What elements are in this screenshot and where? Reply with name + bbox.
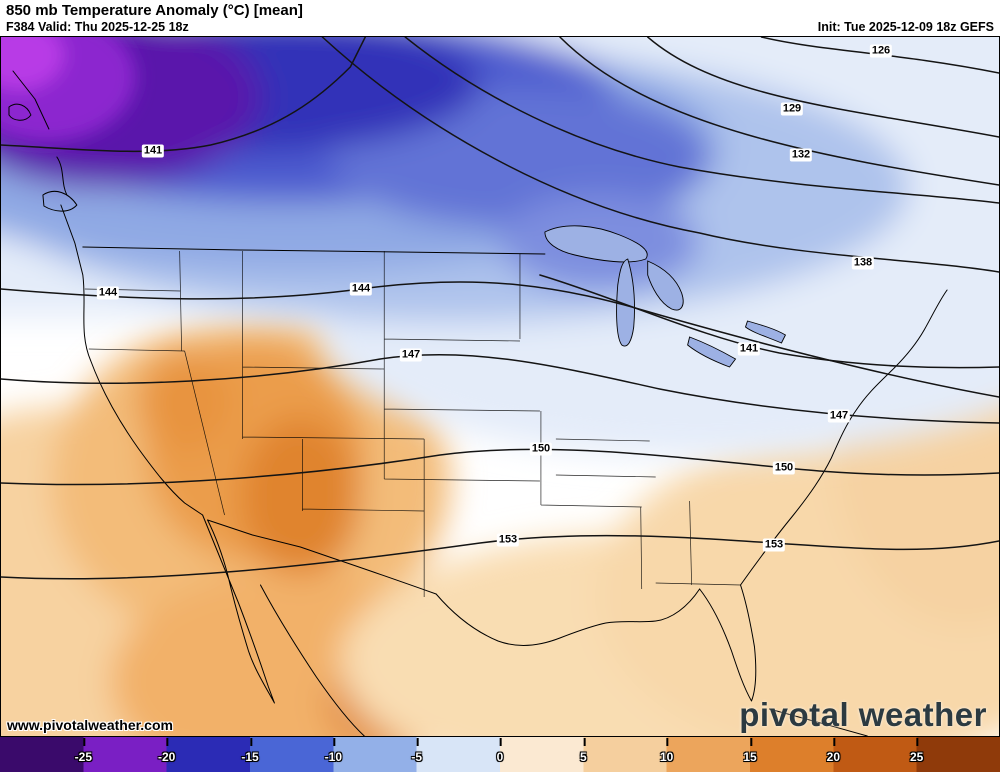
state-borders [84, 250, 741, 597]
watermark-url: www.pivotalweather.com [7, 717, 173, 733]
colorbar-tick: -20 [157, 738, 176, 764]
coastlines-layer [8, 70, 948, 736]
map-canvas [1, 37, 999, 736]
header: 850 mb Temperature Anomaly (°C) [mean] F… [0, 0, 1000, 36]
pivotal-weather-logo: pivotal weather [739, 696, 987, 733]
contour-label: 141 [141, 144, 165, 158]
colorbar-tick: 15 [743, 738, 757, 764]
contour-label: 132 [789, 148, 813, 162]
contour-label: 144 [349, 282, 373, 296]
great-lakes [544, 225, 787, 368]
contour-label: 150 [772, 461, 796, 475]
contour-label: 147 [827, 409, 851, 423]
colorbar-tick: 5 [579, 738, 587, 764]
contour-label: 144 [96, 286, 120, 300]
contour-label: 153 [762, 538, 786, 552]
colorbar-tick: 20 [826, 738, 841, 764]
colorbar-wrap: -25 -20 -15 -10 -5 0 5 10 15 20 25 [0, 737, 1000, 772]
colorbar-tick: 0 [496, 738, 504, 764]
contour-label: 147 [399, 348, 423, 362]
contour-label: 141 [737, 342, 761, 356]
contour-label: 150 [529, 442, 553, 456]
colorbar-tick: -25 [74, 738, 92, 764]
colorbar-tick: 25 [909, 738, 924, 764]
cold-anomaly-core [1, 37, 136, 142]
forecast-valid-label: F384 Valid: Thu 2025-12-25 18z [6, 20, 189, 34]
contour-label: 129 [780, 102, 804, 116]
contour-label: 126 [869, 44, 893, 58]
anomaly-map: 141 144 144 147 150 153 126 129 132 138 … [0, 36, 1000, 737]
model-init-label: Init: Tue 2025-12-09 18z GEFS [817, 20, 994, 34]
contour-label: 138 [851, 256, 875, 270]
contour-label: 153 [496, 533, 520, 547]
colorbar-tick: -5 [411, 738, 422, 764]
colorbar-tick: -15 [241, 738, 259, 764]
colorbar-tick: 10 [659, 738, 674, 764]
page-title: 850 mb Temperature Anomaly (°C) [mean] [6, 2, 303, 19]
colorbar-tick: -10 [324, 738, 342, 764]
warm-anomaly-shading [1, 37, 999, 736]
meta-line: F384 Valid: Thu 2025-12-25 18z Init: Tue… [6, 20, 994, 35]
colorbar-ticks: -25 -20 -15 -10 -5 0 5 10 15 20 25 [0, 737, 1000, 772]
